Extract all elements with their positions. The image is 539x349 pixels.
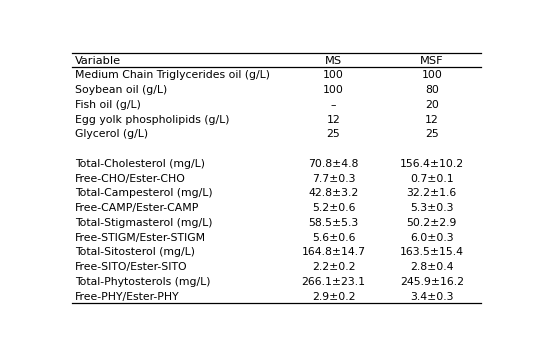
Text: 2.9±0.2: 2.9±0.2 — [312, 292, 355, 302]
Text: Total-Cholesterol (mg/L): Total-Cholesterol (mg/L) — [75, 159, 205, 169]
Text: 100: 100 — [323, 85, 344, 95]
Text: 0.7±0.1: 0.7±0.1 — [410, 174, 454, 184]
Text: 5.3±0.3: 5.3±0.3 — [410, 203, 453, 213]
Text: 50.2±2.9: 50.2±2.9 — [406, 218, 457, 228]
Text: Total-Stigmasterol (mg/L): Total-Stigmasterol (mg/L) — [75, 218, 212, 228]
Text: Total-Sitosterol (mg/L): Total-Sitosterol (mg/L) — [75, 247, 195, 257]
Text: 80: 80 — [425, 85, 439, 95]
Text: 5.2±0.6: 5.2±0.6 — [312, 203, 355, 213]
Text: Glycerol (g/L): Glycerol (g/L) — [75, 129, 148, 140]
Text: 156.4±10.2: 156.4±10.2 — [400, 159, 464, 169]
Text: 12: 12 — [327, 115, 341, 125]
Text: Total-Campesterol (mg/L): Total-Campesterol (mg/L) — [75, 188, 212, 199]
Text: Soybean oil (g/L): Soybean oil (g/L) — [75, 85, 167, 95]
Text: Variable: Variable — [75, 56, 121, 66]
Text: 163.5±15.4: 163.5±15.4 — [400, 247, 464, 257]
Text: 6.0±0.3: 6.0±0.3 — [410, 233, 454, 243]
Text: 25: 25 — [425, 129, 439, 140]
Text: Free-CAMP/Ester-CAMP: Free-CAMP/Ester-CAMP — [75, 203, 199, 213]
Text: 7.7±0.3: 7.7±0.3 — [312, 174, 355, 184]
Text: 5.6±0.6: 5.6±0.6 — [312, 233, 355, 243]
Text: –: – — [331, 100, 336, 110]
Text: MS: MS — [325, 56, 342, 66]
Text: Free-SITO/Ester-SITO: Free-SITO/Ester-SITO — [75, 262, 188, 272]
Text: 3.4±0.3: 3.4±0.3 — [410, 292, 453, 302]
Text: Free-STIGM/Ester-STIGM: Free-STIGM/Ester-STIGM — [75, 233, 206, 243]
Text: 12: 12 — [425, 115, 439, 125]
Text: 42.8±3.2: 42.8±3.2 — [308, 188, 358, 199]
Text: Total-Phytosterols (mg/L): Total-Phytosterols (mg/L) — [75, 277, 210, 287]
Text: 245.9±16.2: 245.9±16.2 — [400, 277, 464, 287]
Text: 25: 25 — [327, 129, 341, 140]
Text: 20: 20 — [425, 100, 439, 110]
Text: Free-CHO/Ester-CHO: Free-CHO/Ester-CHO — [75, 174, 186, 184]
Text: 58.5±5.3: 58.5±5.3 — [308, 218, 358, 228]
Text: 2.8±0.4: 2.8±0.4 — [410, 262, 453, 272]
Text: Fish oil (g/L): Fish oil (g/L) — [75, 100, 141, 110]
Text: 266.1±23.1: 266.1±23.1 — [301, 277, 365, 287]
Text: Free-PHY/Ester-PHY: Free-PHY/Ester-PHY — [75, 292, 179, 302]
Text: 2.2±0.2: 2.2±0.2 — [312, 262, 355, 272]
Text: 32.2±1.6: 32.2±1.6 — [406, 188, 457, 199]
Text: MSF: MSF — [420, 56, 444, 66]
Text: Egg yolk phospholipids (g/L): Egg yolk phospholipids (g/L) — [75, 115, 230, 125]
Text: 70.8±4.8: 70.8±4.8 — [308, 159, 359, 169]
Text: 100: 100 — [421, 70, 442, 81]
Text: 100: 100 — [323, 70, 344, 81]
Text: Medium Chain Triglycerides oil (g/L): Medium Chain Triglycerides oil (g/L) — [75, 70, 270, 81]
Text: 164.8±14.7: 164.8±14.7 — [301, 247, 365, 257]
